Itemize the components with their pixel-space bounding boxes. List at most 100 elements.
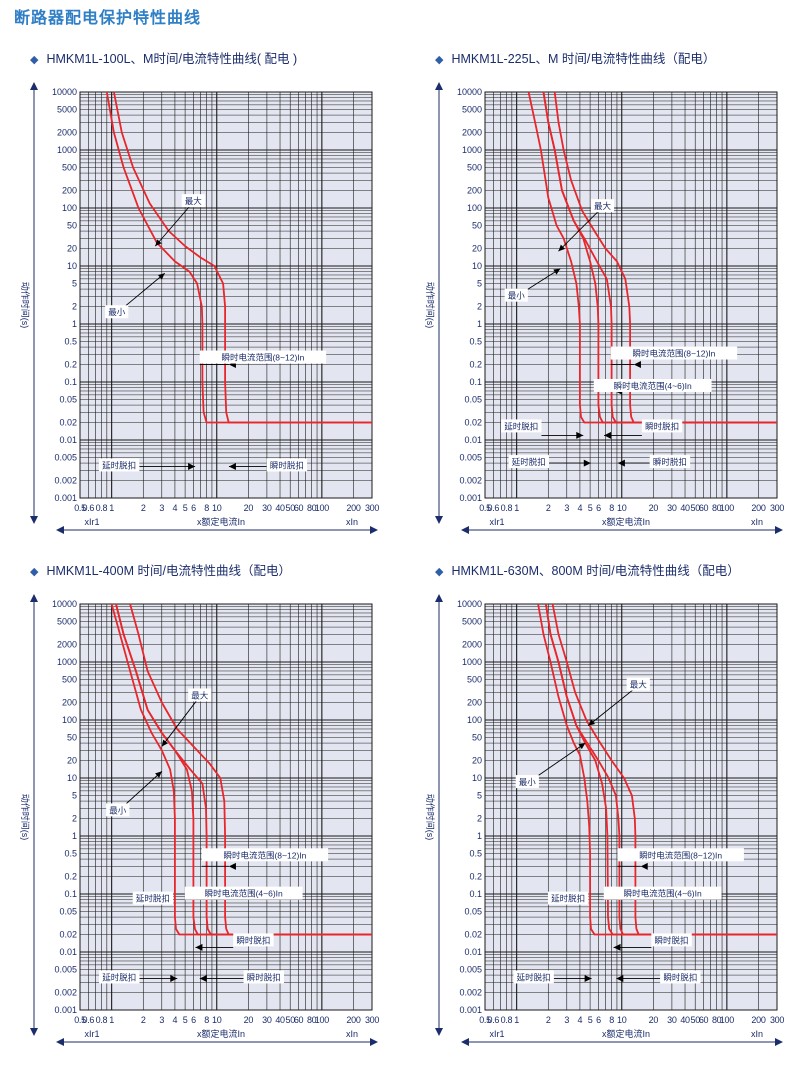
x-tick-label: 0.6	[83, 503, 95, 513]
y-tick-label: 0.005	[54, 452, 77, 462]
y-tick-label: 200	[467, 186, 482, 196]
y-tick-label: 500	[62, 162, 77, 172]
y-tick-label: 2000	[462, 640, 482, 650]
annotation-label: 延时脱扣	[136, 894, 170, 904]
chart-panel-3: ◆ HMKM1L-400M 时间/电流特性曲线（配电） 10000 5000 2000…	[0, 560, 380, 1060]
label-box	[98, 458, 140, 472]
x-tick-label: 5	[183, 1015, 188, 1025]
chart-panel-4: ◆ HMKM1L-630M、800M 时间/电流特性曲线（配电） 10000 500…	[405, 560, 785, 1060]
x-tick-label: 50	[286, 503, 296, 513]
y-tick-label: 10	[67, 261, 77, 271]
x-tick-label: 100	[720, 1015, 734, 1025]
x-tick-label: 40	[680, 503, 690, 513]
x-tick-label: 50	[691, 1015, 701, 1025]
y-tick-label: 2	[72, 302, 77, 312]
y-tick-label: 1000	[462, 657, 482, 667]
y-tick-label: 5	[477, 278, 482, 288]
y-tick-label: 0.1	[469, 889, 482, 899]
x-tick-label: 6	[191, 503, 196, 513]
label-box	[188, 688, 212, 702]
y-tick-label: 0.2	[64, 360, 77, 370]
y-tick-label: 0.02	[59, 930, 77, 940]
x-tick-label: 60	[699, 1015, 709, 1025]
x-tick-label: 1	[514, 1015, 519, 1025]
y-tick-label: 0.2	[469, 872, 482, 882]
annotation-instant-range-high: 瞬时电流范围(8~12)In	[610, 346, 738, 369]
annotation-label: 瞬时脱扣	[270, 460, 304, 470]
chart-svg: 100005000200010005002001005020105210.50.…	[425, 594, 785, 1046]
x-tick-label: 200	[751, 503, 765, 513]
series-line-1	[527, 91, 777, 424]
x-axis-label-right: xIn	[346, 517, 358, 527]
x-tick-label: 1	[109, 1015, 114, 1025]
y-tick-label: 10	[472, 261, 482, 271]
label-box	[105, 305, 129, 319]
y-tick-label: 500	[467, 162, 482, 172]
annotation-delay-trip-2: 延时脱扣	[513, 970, 592, 984]
arrow-left-icon	[461, 526, 469, 534]
annotation-label: 最大	[594, 201, 612, 211]
x-tick-label: 40	[680, 1015, 690, 1025]
y-axis-label: 动作时间(s)	[20, 794, 31, 841]
x-axis-label: x额定电流In	[602, 1028, 650, 1039]
y-tick-label: 10	[472, 773, 482, 783]
y-tick-label: 0.002	[459, 988, 482, 998]
x-tick-label: 4	[173, 503, 178, 513]
leader-line	[154, 201, 194, 247]
annotation-label: 瞬时脱扣	[236, 935, 270, 945]
x-tick-label: 20	[244, 1015, 254, 1025]
x-tick-label: 10	[617, 1015, 627, 1025]
x-tick-label: 1	[514, 503, 519, 513]
series-line-1	[537, 603, 777, 936]
annotation-min: 最小	[106, 771, 163, 817]
y-tick-label: 2000	[57, 640, 77, 650]
diamond-bullet-icon: ◆	[30, 54, 39, 66]
arrow-right-icon	[370, 1038, 378, 1046]
x-tick-label: 0.8	[96, 1015, 108, 1025]
x-tick-label: 0.5	[479, 503, 491, 513]
annotation-delay-trip-2: 延时脱扣	[99, 970, 178, 984]
x-tick-label: 100	[315, 1015, 329, 1025]
y-tick-label: 100	[62, 203, 77, 213]
label-box	[504, 288, 528, 302]
x-tick-label: 2	[546, 503, 551, 513]
arrow-icon	[155, 771, 162, 778]
annotation-instant-range: 瞬时电流范围(8~12)In	[199, 350, 327, 369]
x-axis-label: x额定电流In	[197, 1028, 245, 1039]
x-tick-label: 8	[204, 503, 209, 513]
x-tick-label: 5	[588, 503, 593, 513]
x-tick-label: 80	[307, 503, 317, 513]
y-tick-label: 0.05	[464, 906, 482, 916]
x-axis-label-left: xIr1	[84, 1029, 99, 1039]
annotation-instant-trip-2: 瞬时脱扣	[616, 970, 701, 984]
x-axis-label-left: xIr1	[489, 517, 504, 527]
y-axis-label: 动作时间(s)	[20, 282, 31, 329]
series-line-2	[113, 91, 372, 424]
x-tick-label: 4	[578, 1015, 583, 1025]
arrow-icon	[604, 431, 612, 439]
arrow-icon	[640, 862, 648, 870]
annotation-instant-trip: 瞬时脱扣	[228, 458, 308, 472]
arrow-icon	[617, 459, 625, 467]
y-tick-label: 5	[477, 790, 482, 800]
x-tick-label: 60	[294, 503, 304, 513]
x-tick-label: 200	[751, 1015, 765, 1025]
x-tick-label: 80	[307, 1015, 317, 1025]
y-tick-label: 10	[67, 773, 77, 783]
chart-heading: HMKM1L-225L、M 时间/电流特性曲线（配电）	[451, 52, 716, 66]
annotation-instant-range-high: 瞬时电流范围(8~12)In	[201, 848, 329, 870]
x-axis-label: x额定电流In	[602, 516, 650, 527]
label-box	[181, 194, 205, 208]
annotation-max: 最大	[558, 199, 615, 252]
x-tick-label: 30	[262, 503, 272, 513]
x-tick-label: 5	[588, 1015, 593, 1025]
arrow-icon	[553, 268, 561, 275]
plot-frame	[484, 603, 778, 1011]
chart-panel-1: ◆ HMKM1L-100L、M时间/电流特性曲线( 配电 ) 10000 5000 2…	[0, 48, 380, 548]
label-box	[106, 803, 130, 817]
arrow-icon	[576, 431, 584, 439]
y-tick-label: 500	[467, 674, 482, 684]
x-tick-label: 3	[564, 503, 569, 513]
plot-area	[485, 604, 777, 1010]
annotation-label: 瞬时脱扣	[645, 421, 679, 431]
